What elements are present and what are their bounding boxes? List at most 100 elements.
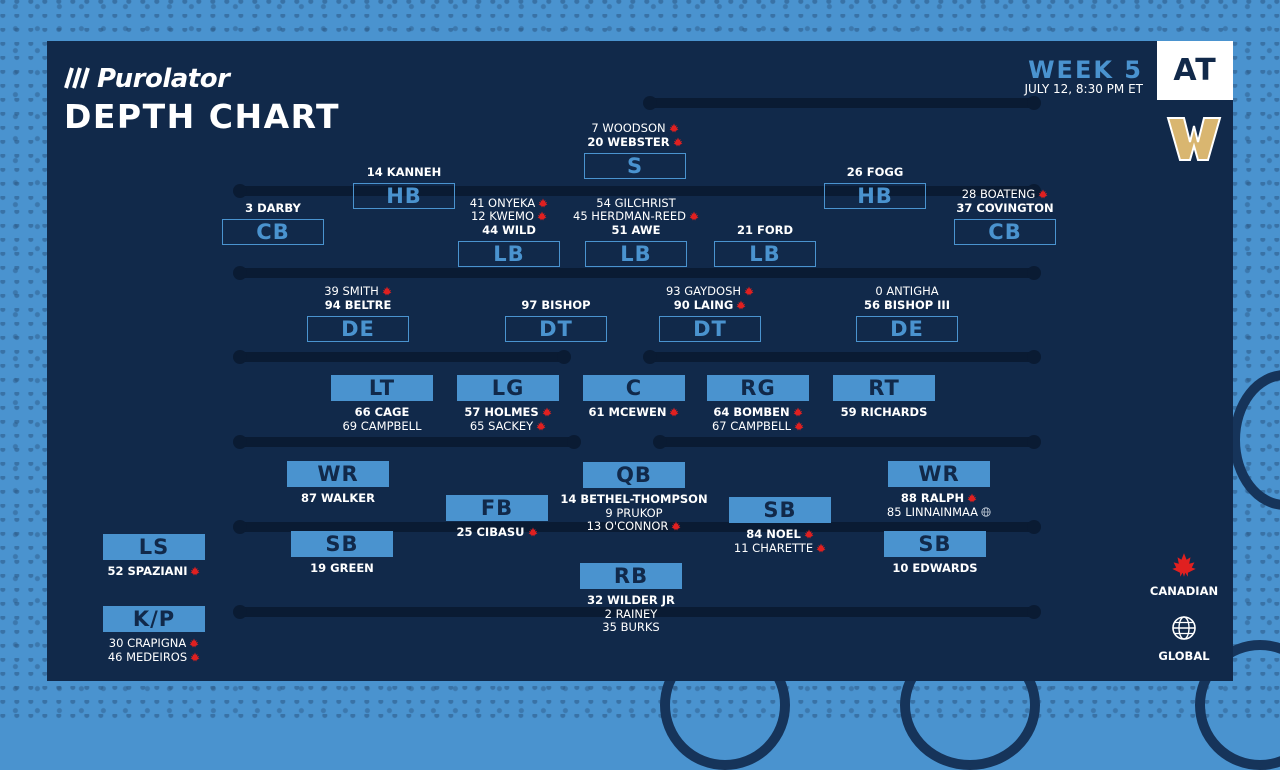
sponsor-name: Purolator <box>97 64 230 94</box>
canadian-flag-icon <box>689 211 699 221</box>
field-line <box>233 266 1041 280</box>
position-box-sb: SB <box>291 531 393 557</box>
player-name: 88 RALPH <box>844 491 1034 506</box>
position-box-rb: RB <box>580 563 682 589</box>
position-box-lg: LG <box>457 375 559 401</box>
player-name: 10 EDWARDS <box>892 561 978 575</box>
player-name: 32 WILDER JR <box>587 593 675 607</box>
field-line <box>643 350 1041 364</box>
player-list-lb: 54 GILCHRIST 45 HERDMAN-REED 51 AWE <box>541 196 731 238</box>
player-name: 52 SPAZIANI <box>59 564 249 579</box>
field-line <box>643 96 1041 110</box>
player-name: 28 BOATENG <box>910 187 1100 202</box>
player-name: 25 CIBASU <box>402 525 592 540</box>
player-list-hb: 26 FOGG <box>780 164 970 180</box>
player-name: 51 AWE <box>611 222 661 237</box>
player-list-fb: 25 CIBASU <box>402 525 592 540</box>
canadian-flag-icon <box>189 638 199 648</box>
legend-canadian-label: CANADIAN <box>1149 584 1219 598</box>
player-name: 26 FOGG <box>846 164 904 179</box>
player-name: 35 BURKS <box>602 620 660 634</box>
player-name: 66 CAGE <box>354 405 410 419</box>
canadian-flag-icon <box>669 123 679 133</box>
position-box-lt: LT <box>331 375 433 401</box>
position-box-hb: HB <box>824 183 926 209</box>
player-list-c: 61 MCEWEN <box>539 405 729 420</box>
position-box-fb: FB <box>446 495 548 521</box>
position-box-sb: SB <box>884 531 986 557</box>
canadian-flag-icon <box>1038 189 1048 199</box>
player-name: 56 BISHOP III <box>863 297 950 312</box>
player-name: 97 BISHOP <box>521 297 591 312</box>
position-box-lb: LB <box>458 241 560 267</box>
position-box-wr: WR <box>888 461 990 487</box>
player-list-wr: 87 WALKER <box>243 491 433 506</box>
player-name: 94 BELTRE <box>324 297 392 312</box>
position-box-s: S <box>584 153 686 179</box>
position-box-dt: DT <box>659 316 761 342</box>
canadian-flag-icon <box>804 529 814 539</box>
maple-leaf-icon <box>1172 553 1196 577</box>
at-badge: AT <box>1157 41 1233 100</box>
player-name: 9 PRUKOP <box>605 505 663 520</box>
canadian-flag-icon <box>744 286 754 296</box>
player-list-dt: 93 GAYDOSH 90 LAING <box>615 284 805 312</box>
field-line <box>233 184 1041 198</box>
player-list-rt: 59 RICHARDS <box>789 405 979 420</box>
position-box-de: DE <box>307 316 409 342</box>
player-name: 20 WEBSTER <box>540 135 730 150</box>
player-list-cb: 28 BOATENG 37 COVINGTON <box>910 187 1100 215</box>
position-box-rg: RG <box>707 375 809 401</box>
player-name: 41 ONYEKA <box>414 196 604 211</box>
canadian-flag-icon <box>190 652 200 661</box>
player-name: 37 COVINGTON <box>956 200 1054 215</box>
purolator-mark-icon <box>64 67 90 89</box>
position-box-ls: LS <box>103 534 205 560</box>
position-box-cb: CB <box>954 219 1056 245</box>
player-name: 19 GREEN <box>310 561 374 575</box>
player-list-lg: 57 HOLMES 65 SACKEY <box>413 405 603 434</box>
canadian-flag-icon <box>190 566 200 576</box>
player-list-k-p: 30 CRAPIGNA 46 MEDEIROS <box>59 636 249 665</box>
canadian-flag-icon <box>538 198 548 207</box>
position-box-k-p: K/P <box>103 606 205 632</box>
position-box-c: C <box>583 375 685 401</box>
player-list-sb: 84 NOEL 11 CHARETTE <box>685 527 875 555</box>
player-name: 61 MCEWEN <box>539 405 729 420</box>
position-box-sb: SB <box>729 497 831 523</box>
legend-global-label: GLOBAL <box>1158 649 1210 663</box>
player-name: 67 CAMPBELL <box>663 419 853 434</box>
player-name: 7 WOODSON <box>540 121 730 136</box>
field-line <box>233 350 571 364</box>
player-name: 84 NOEL <box>685 527 875 542</box>
position-box-wr: WR <box>287 461 389 487</box>
player-name: 21 FORD <box>736 222 794 237</box>
position-box-lb: LB <box>585 241 687 267</box>
player-name: 65 SACKEY <box>413 419 603 434</box>
player-list-rg: 64 BOMBEN 67 CAMPBELL <box>663 405 853 434</box>
player-name: 14 BETHEL-THOMPSON <box>560 492 708 506</box>
field-line <box>653 435 1041 449</box>
player-name: 46 MEDEIROS <box>59 650 249 665</box>
player-name: 93 GAYDOSH <box>615 284 805 299</box>
player-name: 12 KWEMO <box>414 209 604 224</box>
player-name: 13 O'CONNOR <box>539 519 729 534</box>
player-list-qb: 14 BETHEL-THOMPSON 9 PRUKOP 13 O'CONNOR <box>539 492 729 534</box>
player-list-wr: 88 RALPH 85 LINNAINMAA <box>844 491 1034 519</box>
player-name: 30 CRAPIGNA <box>59 636 249 651</box>
player-list-ls: 52 SPAZIANI <box>59 564 249 579</box>
player-list-rb: 32 WILDER JR 2 RAINEY 35 BURKS <box>536 593 726 635</box>
canadian-flag-icon <box>673 137 683 146</box>
position-box-dt: DT <box>505 316 607 342</box>
player-list-dt: 97 BISHOP <box>461 297 651 313</box>
canadian-flag-icon <box>967 493 977 503</box>
canadian-flag-icon <box>382 286 392 296</box>
position-box-rt: RT <box>833 375 935 401</box>
player-name: 0 ANTIGHA <box>875 284 939 298</box>
canadian-flag-icon <box>671 521 681 531</box>
player-list-hb: 14 KANNEH <box>309 165 499 180</box>
canadian-flag-icon <box>537 211 547 221</box>
player-list-s: 7 WOODSON 20 WEBSTER <box>540 121 730 150</box>
canadian-flag-icon <box>793 407 803 417</box>
player-name: 69 CAMPBELL <box>342 418 422 433</box>
